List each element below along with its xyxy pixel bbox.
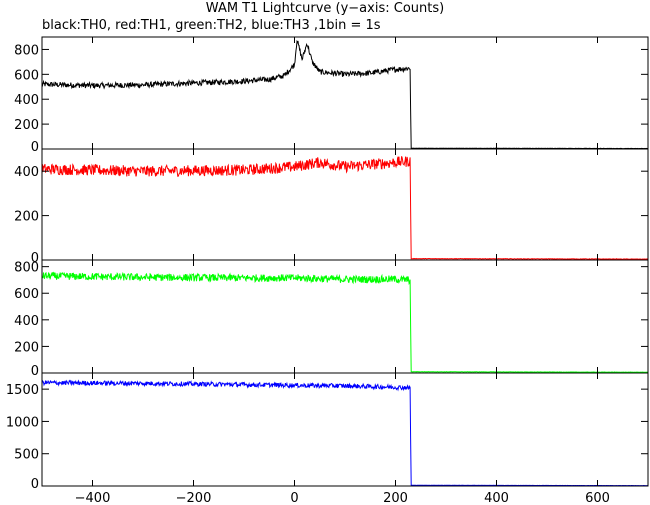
y-tick-label: 600 (14, 287, 39, 302)
y-tick-label: 800 (14, 261, 39, 276)
y-tick-label: 0 (31, 140, 39, 155)
x-tick-label: 0 (290, 491, 298, 505)
x-tick-label: 600 (585, 491, 610, 505)
y-tick-label: 500 (14, 448, 39, 463)
y-tick-label: 400 (14, 93, 39, 108)
y-tick-label: 0 (31, 477, 39, 492)
series-line-th1 (41, 156, 649, 260)
panel-frame (41, 372, 649, 487)
y-tick-label: 600 (14, 68, 39, 83)
x-tick-label: 400 (484, 491, 509, 505)
x-tick-label: −200 (176, 491, 212, 505)
y-tick-label: 400 (14, 314, 39, 329)
panel-frame (41, 36, 649, 150)
x-tick-label: −400 (75, 491, 111, 505)
y-tick-label: 1000 (6, 415, 39, 430)
y-tick-label: 0 (31, 251, 39, 266)
x-tick-label: 200 (383, 491, 408, 505)
series-line-th2 (41, 271, 648, 373)
chart-title: WAM T1 Lightcurve (y−axis: Counts) (205, 1, 445, 16)
series-line-th3 (41, 379, 648, 487)
y-tick-label: 0 (31, 364, 39, 379)
series-line-th0 (41, 39, 648, 150)
y-tick-label: 1500 (6, 383, 39, 398)
y-tick-label: 200 (14, 340, 39, 355)
y-tick-label: 800 (14, 43, 39, 58)
y-tick-label: 200 (14, 118, 39, 133)
chart-subtitle: black:TH0, red:TH1, green:TH2, blue:TH3 … (42, 18, 381, 33)
y-tick-label: 200 (14, 210, 39, 225)
y-tick-label: 400 (14, 165, 39, 180)
